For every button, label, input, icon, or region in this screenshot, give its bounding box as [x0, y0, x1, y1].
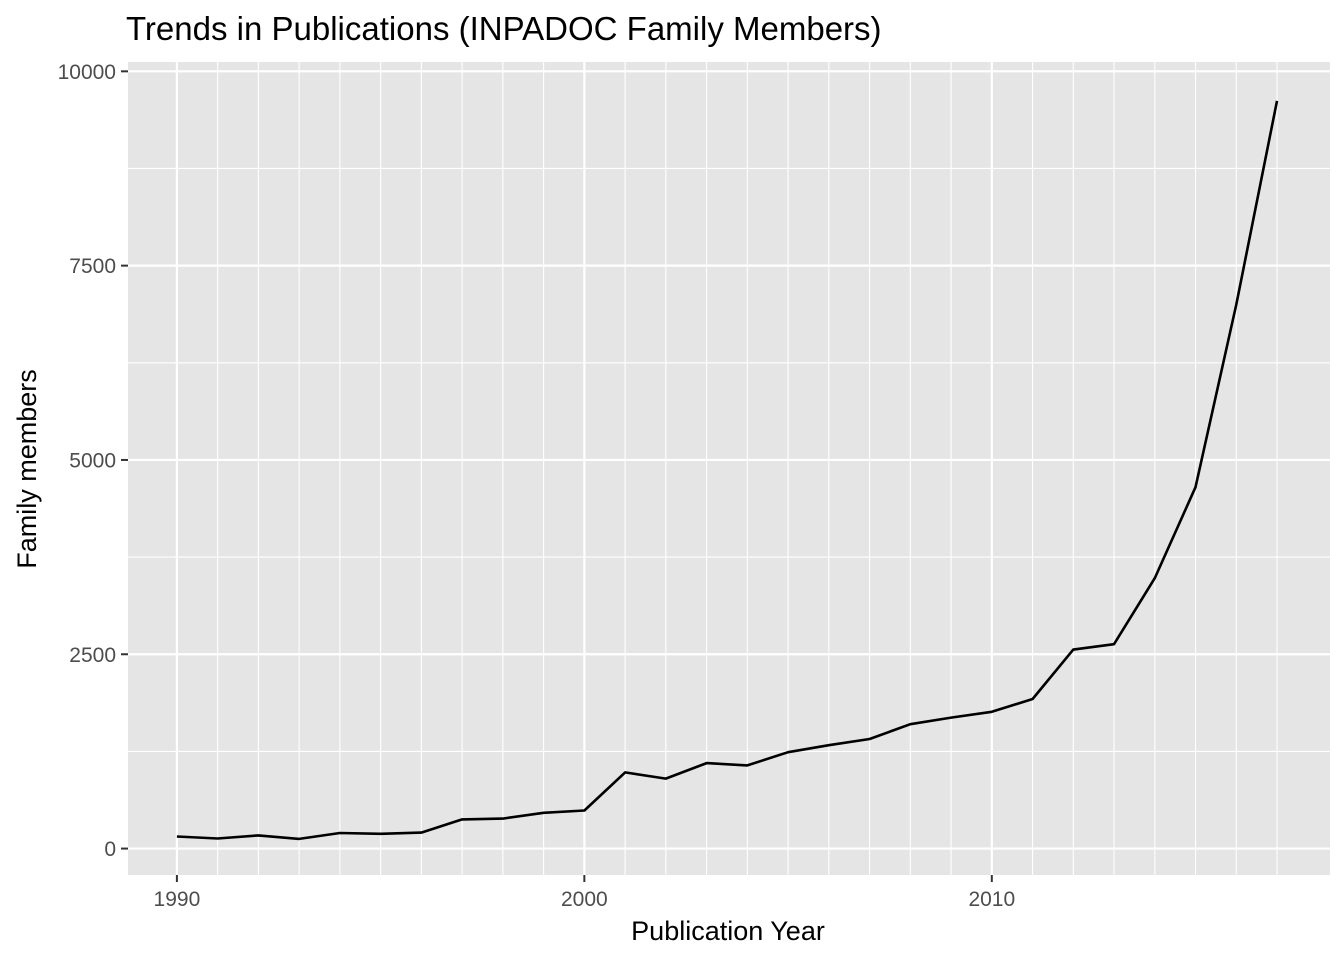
y-axis-title: Family members	[12, 369, 42, 569]
y-tick-label: 2500	[69, 644, 116, 667]
x-axis-title: Publication Year	[631, 916, 825, 946]
minor-gridlines	[128, 62, 1330, 875]
series-line	[176, 100, 1279, 841]
chart-title: Trends in Publications (INPADOC Family M…	[126, 10, 882, 47]
x-axis: 1990 2000 2010	[154, 875, 1015, 911]
y-tick-label: 0	[104, 838, 116, 861]
major-gridlines	[128, 62, 1330, 875]
x-tick-label: 2000	[561, 888, 608, 911]
y-axis: 0 2500 5000 7500 10000	[58, 61, 128, 861]
series-layer	[176, 100, 1279, 841]
x-tick-label: 1990	[154, 888, 201, 911]
plot-panel	[128, 62, 1330, 875]
y-tick-label: 5000	[69, 449, 116, 472]
y-tick-label: 7500	[69, 255, 116, 278]
y-tick-label: 10000	[58, 61, 116, 84]
x-tick-label: 2010	[968, 888, 1015, 911]
